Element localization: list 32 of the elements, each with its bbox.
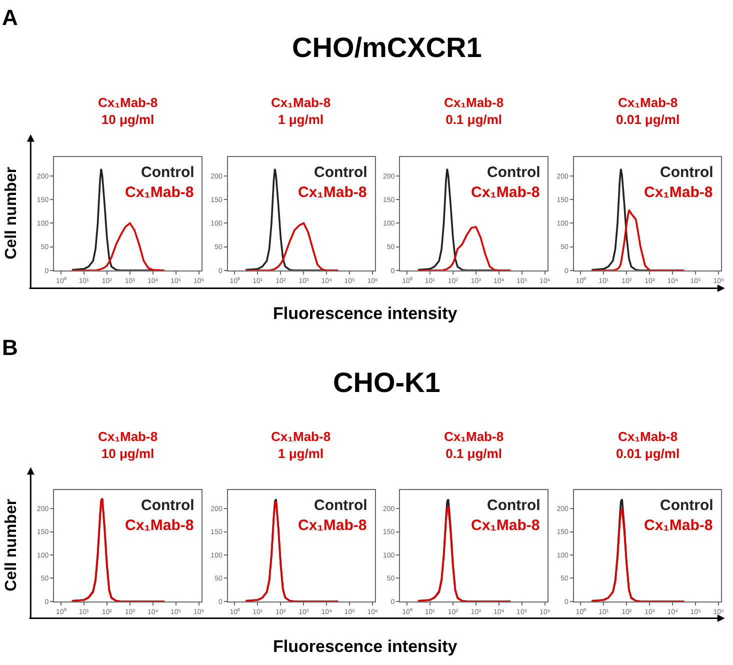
text: Control [660,497,714,514]
text: Control [660,164,714,181]
text: Control [141,164,194,181]
series-label: Cx₁Mab-8 [471,517,540,534]
text: Control [487,164,540,181]
text: Control [314,164,368,181]
chart-title: Cx₁Mab-8 10 μg/ml [98,429,158,461]
chart-title: Cx₁Mab-8 0.01 μg/ml [616,95,680,127]
text: Control [314,497,368,514]
text: Control [487,497,540,514]
text: B [2,335,18,360]
series-label: Cx₁Mab-8 [471,184,540,201]
x-axis-title: Fluorescence intensity [273,304,458,323]
text: CHO/mCXCR1 [292,32,482,63]
chart-title: Cx₁Mab-8 0.1 μg/ml [444,429,504,461]
series-label: Cx₁Mab-8 [298,184,367,201]
y-axis-title: Cell number [2,498,20,592]
x-axis-title: Fluorescence intensity [273,637,458,656]
chart-title: Cx₁Mab-8 1 μg/ml [271,95,331,127]
text: Control [141,497,194,514]
chart-title: Cx₁Mab-8 10 μg/ml [98,95,158,127]
chart-title: Cx₁Mab-8 0.1 μg/ml [444,95,504,127]
chart-title: Cx₁Mab-8 0.01 μg/ml [616,429,680,461]
series-label: Cx₁Mab-8 [125,184,194,201]
text: CHO-K1 [333,367,440,398]
series-label: Cx₁Mab-8 [298,517,367,534]
series-label: Cx₁Mab-8 [644,184,713,201]
text: A [2,5,18,30]
y-axis-title: Cell number [2,166,20,260]
chart-title: Cx₁Mab-8 1 μg/ml [271,429,331,461]
series-label: Cx₁Mab-8 [125,517,194,534]
series-label: Cx₁Mab-8 [644,517,713,534]
